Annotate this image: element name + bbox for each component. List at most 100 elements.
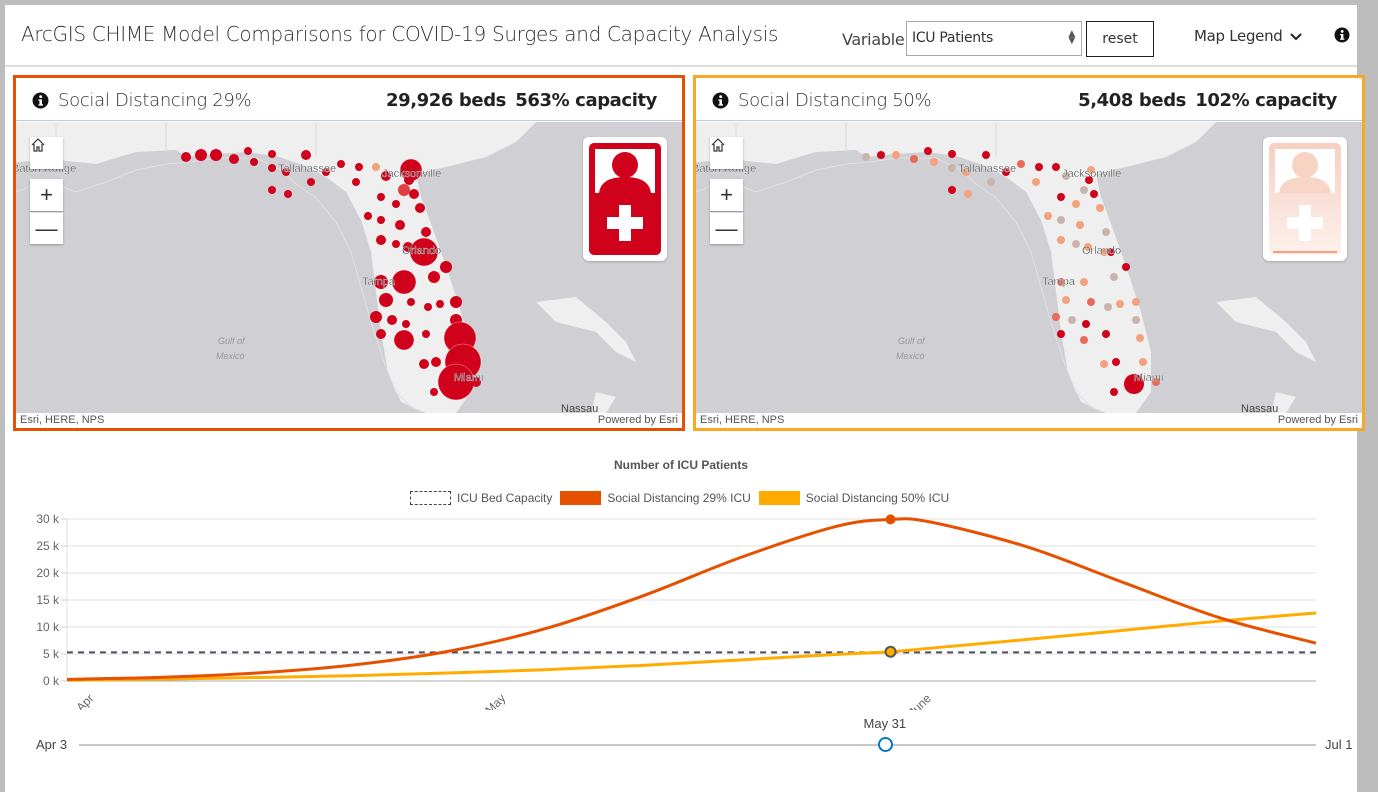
county-marker[interactable] xyxy=(195,149,207,161)
county-marker[interactable] xyxy=(948,150,956,158)
county-marker[interactable] xyxy=(421,227,431,237)
county-marker[interactable] xyxy=(1057,330,1065,338)
county-marker[interactable] xyxy=(374,275,388,289)
county-marker[interactable] xyxy=(1102,330,1110,338)
county-marker[interactable] xyxy=(250,158,258,166)
county-marker[interactable] xyxy=(1084,243,1092,251)
county-marker[interactable] xyxy=(1082,320,1090,328)
county-marker[interactable] xyxy=(1110,388,1118,396)
county-marker[interactable] xyxy=(392,200,400,208)
county-marker[interactable] xyxy=(431,357,441,367)
county-marker[interactable] xyxy=(372,163,380,171)
series-line-1[interactable] xyxy=(66,517,1317,681)
county-marker[interactable] xyxy=(398,184,410,196)
county-marker[interactable] xyxy=(1100,360,1108,368)
county-marker[interactable] xyxy=(1072,200,1080,208)
county-marker[interactable] xyxy=(301,150,311,160)
highlight-point[interactable] xyxy=(885,514,896,525)
map-legend-toggle[interactable]: Map Legend xyxy=(1194,27,1302,45)
county-marker[interactable] xyxy=(930,158,938,166)
county-marker[interactable] xyxy=(376,329,386,339)
zoom-in-button[interactable]: + xyxy=(710,179,743,211)
county-marker[interactable] xyxy=(450,296,462,308)
county-marker[interactable] xyxy=(379,293,393,307)
county-marker[interactable] xyxy=(395,220,405,230)
county-marker[interactable] xyxy=(381,171,391,181)
county-marker[interactable] xyxy=(862,153,870,161)
county-marker[interactable] xyxy=(1107,248,1115,256)
county-marker[interactable] xyxy=(370,311,382,323)
legend-item-sd50[interactable]: Social Distancing 50% ICU xyxy=(758,491,949,505)
county-marker[interactable] xyxy=(1080,186,1088,194)
county-marker[interactable] xyxy=(210,149,222,161)
county-marker[interactable] xyxy=(404,175,414,185)
zoom-out-button[interactable]: — xyxy=(710,212,743,244)
county-marker[interactable] xyxy=(1132,316,1140,324)
county-marker[interactable] xyxy=(1110,273,1118,281)
county-marker[interactable] xyxy=(1076,221,1084,229)
county-marker[interactable] xyxy=(1087,166,1095,174)
highlight-point[interactable] xyxy=(884,645,897,658)
county-marker[interactable] xyxy=(391,269,417,295)
home-button[interactable] xyxy=(710,137,743,169)
county-marker[interactable] xyxy=(948,186,956,194)
county-marker[interactable] xyxy=(282,168,290,176)
county-marker[interactable] xyxy=(376,235,386,245)
county-marker[interactable] xyxy=(244,147,252,155)
county-marker[interactable] xyxy=(1052,163,1060,171)
county-marker[interactable] xyxy=(424,303,432,311)
county-marker[interactable] xyxy=(1122,263,1130,271)
powered-by-link[interactable]: Powered by Esri xyxy=(1277,414,1358,426)
county-marker[interactable] xyxy=(322,168,330,176)
county-marker[interactable] xyxy=(229,154,239,164)
county-marker[interactable] xyxy=(364,212,372,220)
county-marker[interactable] xyxy=(1057,193,1065,201)
county-marker[interactable] xyxy=(1124,374,1144,394)
county-marker[interactable] xyxy=(337,160,345,168)
county-marker[interactable] xyxy=(268,150,276,158)
county-marker[interactable] xyxy=(268,186,276,194)
county-marker[interactable] xyxy=(284,190,292,198)
county-marker[interactable] xyxy=(1002,168,1010,176)
home-button[interactable] xyxy=(30,137,63,169)
county-marker[interactable] xyxy=(1080,336,1088,344)
county-marker[interactable] xyxy=(436,300,444,308)
legend-item-sd29[interactable]: Social Distancing 29% ICU xyxy=(560,491,751,505)
county-marker[interactable] xyxy=(1090,190,1098,198)
county-marker[interactable] xyxy=(982,151,990,159)
county-marker[interactable] xyxy=(1017,160,1025,168)
slider-thumb[interactable] xyxy=(877,737,893,752)
county-marker[interactable] xyxy=(1100,248,1108,256)
county-marker[interactable] xyxy=(892,151,900,159)
reset-button[interactable]: reset xyxy=(1086,21,1154,57)
county-marker[interactable] xyxy=(419,359,429,369)
county-marker[interactable] xyxy=(1085,176,1093,184)
county-marker[interactable] xyxy=(415,203,425,213)
powered-by-link[interactable]: Powered by Esri xyxy=(597,414,678,426)
county-marker[interactable] xyxy=(1139,358,1147,366)
county-marker[interactable] xyxy=(1062,296,1070,304)
county-marker[interactable] xyxy=(987,178,995,186)
county-marker[interactable] xyxy=(387,315,397,325)
series-line-2[interactable] xyxy=(66,611,1317,682)
county-marker[interactable] xyxy=(948,164,956,172)
zoom-in-button[interactable]: + xyxy=(30,179,63,211)
county-marker[interactable] xyxy=(1057,278,1065,286)
county-marker[interactable] xyxy=(428,271,440,283)
map-view[interactable]: Baton Rouge Tallahassee Jacksonville Orland… xyxy=(16,122,682,413)
county-marker[interactable] xyxy=(268,164,276,172)
county-marker[interactable] xyxy=(1052,313,1060,321)
county-marker[interactable] xyxy=(1102,228,1110,236)
county-marker[interactable] xyxy=(409,237,439,267)
info-icon[interactable] xyxy=(712,92,729,109)
county-marker[interactable] xyxy=(1112,358,1120,366)
county-marker[interactable] xyxy=(1057,216,1065,224)
county-marker[interactable] xyxy=(1068,316,1076,324)
county-marker[interactable] xyxy=(1044,212,1052,220)
county-marker[interactable] xyxy=(377,216,385,224)
county-marker[interactable] xyxy=(1096,204,1104,212)
county-marker[interactable] xyxy=(422,330,430,338)
county-marker[interactable] xyxy=(440,261,452,273)
county-marker[interactable] xyxy=(352,178,360,186)
slider-track[interactable] xyxy=(79,744,1316,746)
